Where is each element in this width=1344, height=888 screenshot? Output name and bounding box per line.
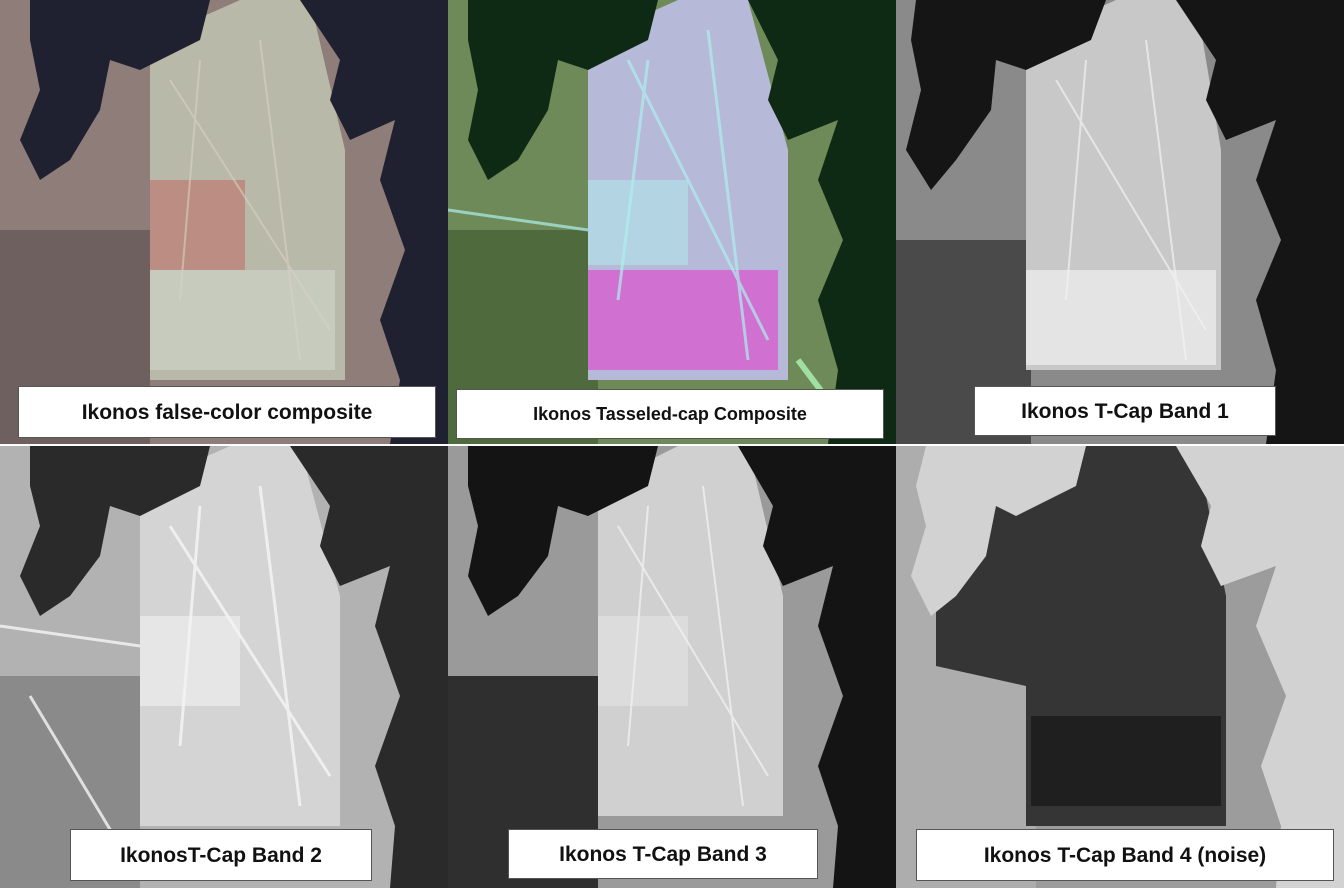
panel-label: Ikonos T-Cap Band 3 [508,829,818,879]
panel-label: Ikonos T-Cap Band 4 (noise) [916,829,1334,881]
panel-tasseled-cap-composite: Ikonos Tasseled-cap Composite [448,0,896,444]
tasseled-cap-image [448,0,896,444]
tcap-band-2-image [0,446,448,888]
panel-false-color-composite: Ikonos false-color composite [0,0,448,444]
tcap-band-3-image [448,446,896,888]
tcap-band-4-image [896,446,1344,888]
panel-tcap-band-3: Ikonos T-Cap Band 3 [448,446,896,888]
panel-label: Ikonos T-Cap Band 1 [974,386,1276,436]
tcap-band-1-image [896,0,1344,444]
false-color-image [0,0,448,444]
panel-tcap-band-1: Ikonos T-Cap Band 1 [896,0,1344,444]
panel-label: Ikonos false-color composite [18,386,436,438]
panel-label: Ikonos Tasseled-cap Composite [456,389,884,439]
panel-tcap-band-4-noise: Ikonos T-Cap Band 4 (noise) [896,446,1344,888]
panel-label: IkonosT-Cap Band 2 [70,829,372,881]
panel-tcap-band-2: IkonosT-Cap Band 2 [0,446,448,888]
